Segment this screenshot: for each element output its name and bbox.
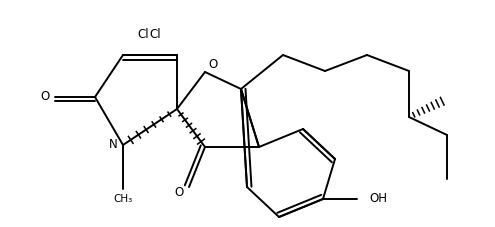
Text: Cl: Cl [149,29,161,42]
Text: O: O [208,57,218,71]
Text: Cl: Cl [137,29,149,42]
Text: O: O [41,91,50,104]
Text: O: O [174,185,184,198]
Text: OH: OH [369,192,387,205]
Text: N: N [108,138,117,151]
Text: CH₃: CH₃ [113,194,133,204]
